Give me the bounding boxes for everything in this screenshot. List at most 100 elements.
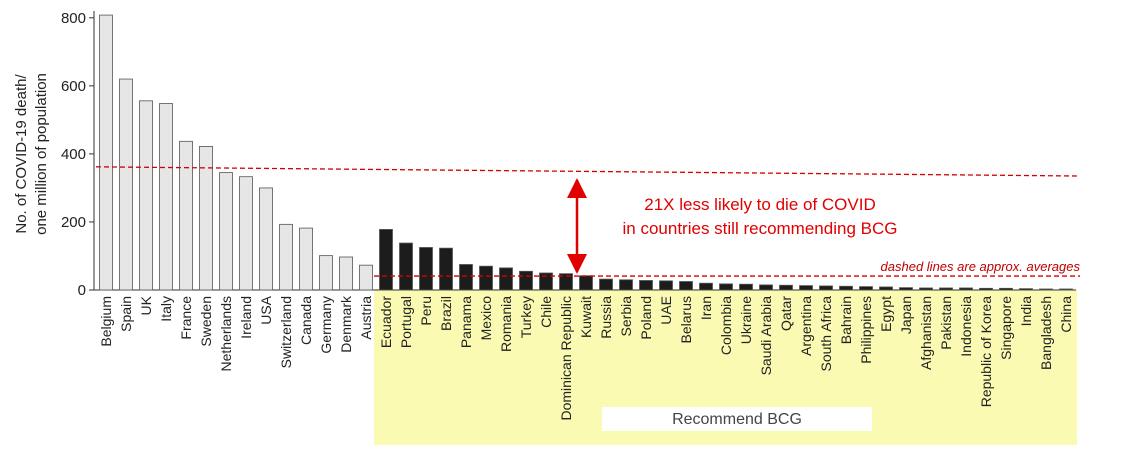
- x-tick-label: Portugal: [398, 296, 414, 348]
- bar: [299, 227, 313, 291]
- x-tick-label: Bahrain: [838, 296, 854, 344]
- x-tick-label: Italy: [158, 296, 174, 322]
- x-tick-label: Republic of Korea: [978, 296, 994, 408]
- x-tick-label: Colombia: [718, 296, 734, 355]
- bar: [739, 283, 753, 291]
- bar: [859, 286, 873, 291]
- x-tick-label: Germany: [318, 296, 334, 354]
- annotation: in countries still recommending BCG: [623, 219, 898, 238]
- x-tick-label: Pakistan: [938, 296, 954, 350]
- y-tick-label: 400: [61, 146, 86, 163]
- x-tick-label: Bangladesh: [1038, 296, 1054, 370]
- y-tick-label: 600: [61, 78, 86, 95]
- bar: [919, 287, 933, 291]
- bar: [979, 287, 993, 291]
- x-tick-label: UAE: [658, 296, 674, 325]
- reference-line: [95, 166, 1081, 177]
- annotation: 21X less likely to die of COVID: [644, 195, 875, 214]
- x-tick-label: UK: [138, 295, 154, 315]
- x-tick-label: Ecuador: [378, 296, 394, 348]
- x-tick-label: Serbia: [618, 296, 634, 337]
- bar: [479, 265, 493, 291]
- bar: [119, 78, 133, 291]
- bar: [239, 176, 253, 291]
- y-tick-label: 200: [61, 214, 86, 231]
- x-tick-label: Philippines: [858, 296, 874, 364]
- x-tick-label: USA: [258, 295, 274, 324]
- bar: [359, 264, 373, 291]
- x-tick-label: Denmark: [338, 295, 354, 353]
- bar: [539, 272, 553, 291]
- bar: [899, 287, 913, 291]
- x-tick-label: Iran: [698, 296, 714, 320]
- bar: [159, 103, 173, 291]
- bar: [1059, 288, 1073, 291]
- bar: [219, 172, 233, 291]
- bar: [879, 286, 893, 291]
- x-tick-label: Saudi Arabia: [758, 296, 774, 376]
- bar: [419, 247, 433, 291]
- bar: [819, 285, 833, 291]
- bar: [179, 140, 193, 291]
- x-tick-label: India: [1018, 296, 1034, 327]
- bar: [839, 285, 853, 291]
- x-tick-label: Mexico: [478, 296, 494, 341]
- x-tick-label: Switzerland: [278, 296, 294, 368]
- bar: [939, 287, 953, 291]
- x-tick-label: China: [1058, 296, 1074, 333]
- bar: [519, 270, 533, 291]
- x-tick-label: Argentina: [798, 296, 814, 356]
- x-tick-label: Panama: [458, 296, 474, 348]
- x-tick-label: Russia: [598, 296, 614, 339]
- y-axis-label: No. of COVID-19 death/: [13, 74, 30, 234]
- bar: [459, 264, 473, 291]
- x-tick-label: Canada: [298, 296, 314, 345]
- x-tick-label: Spain: [118, 296, 134, 332]
- x-tick-label: Brazil: [438, 296, 454, 331]
- y-axis-label: one million of population: [33, 73, 50, 235]
- bar: [779, 284, 793, 291]
- bar: [999, 287, 1013, 291]
- x-tick-label: Dominican Republic: [558, 296, 574, 421]
- bar: [259, 187, 273, 291]
- x-tick-label: Belarus: [678, 296, 694, 343]
- bar: [659, 280, 673, 291]
- x-tick-label: Chile: [538, 296, 554, 328]
- x-tick-label: Netherlands: [218, 296, 234, 372]
- x-tick-label: Turkey: [518, 296, 534, 338]
- x-tick-label: Qatar: [778, 296, 794, 331]
- x-tick-label: Poland: [638, 296, 654, 340]
- bar: [99, 14, 113, 291]
- x-tick-label: Afghanistan: [918, 296, 934, 370]
- x-tick-label: Japan: [898, 296, 914, 334]
- bar: [439, 247, 453, 291]
- x-tick-label: Peru: [418, 296, 434, 326]
- bar: [139, 100, 153, 291]
- bar: [379, 229, 393, 291]
- bar: [559, 273, 573, 291]
- x-tick-label: Sweden: [198, 296, 214, 347]
- bar: [959, 287, 973, 291]
- bar: [1039, 288, 1053, 291]
- bar: [319, 255, 333, 291]
- bar: [699, 282, 713, 291]
- x-tick-label: Egypt: [878, 296, 894, 332]
- x-tick-label: Indonesia: [958, 296, 974, 357]
- bar: [1019, 288, 1033, 291]
- bar: [639, 280, 653, 291]
- bar: [399, 242, 413, 291]
- x-tick-label: Romania: [498, 296, 514, 352]
- bar: [679, 281, 693, 291]
- x-tick-label: Ukraine: [738, 296, 754, 344]
- background-layer: Recommend BCG: [374, 290, 1077, 445]
- x-tick-label: Belgium: [98, 296, 114, 347]
- bar: [579, 275, 593, 291]
- x-tick-label: Austria: [358, 296, 374, 340]
- bar: [719, 283, 733, 291]
- bar: [599, 278, 613, 291]
- highlight-label: Recommend BCG: [672, 411, 802, 428]
- y-tick-label: 800: [61, 10, 86, 27]
- bar: [499, 267, 513, 291]
